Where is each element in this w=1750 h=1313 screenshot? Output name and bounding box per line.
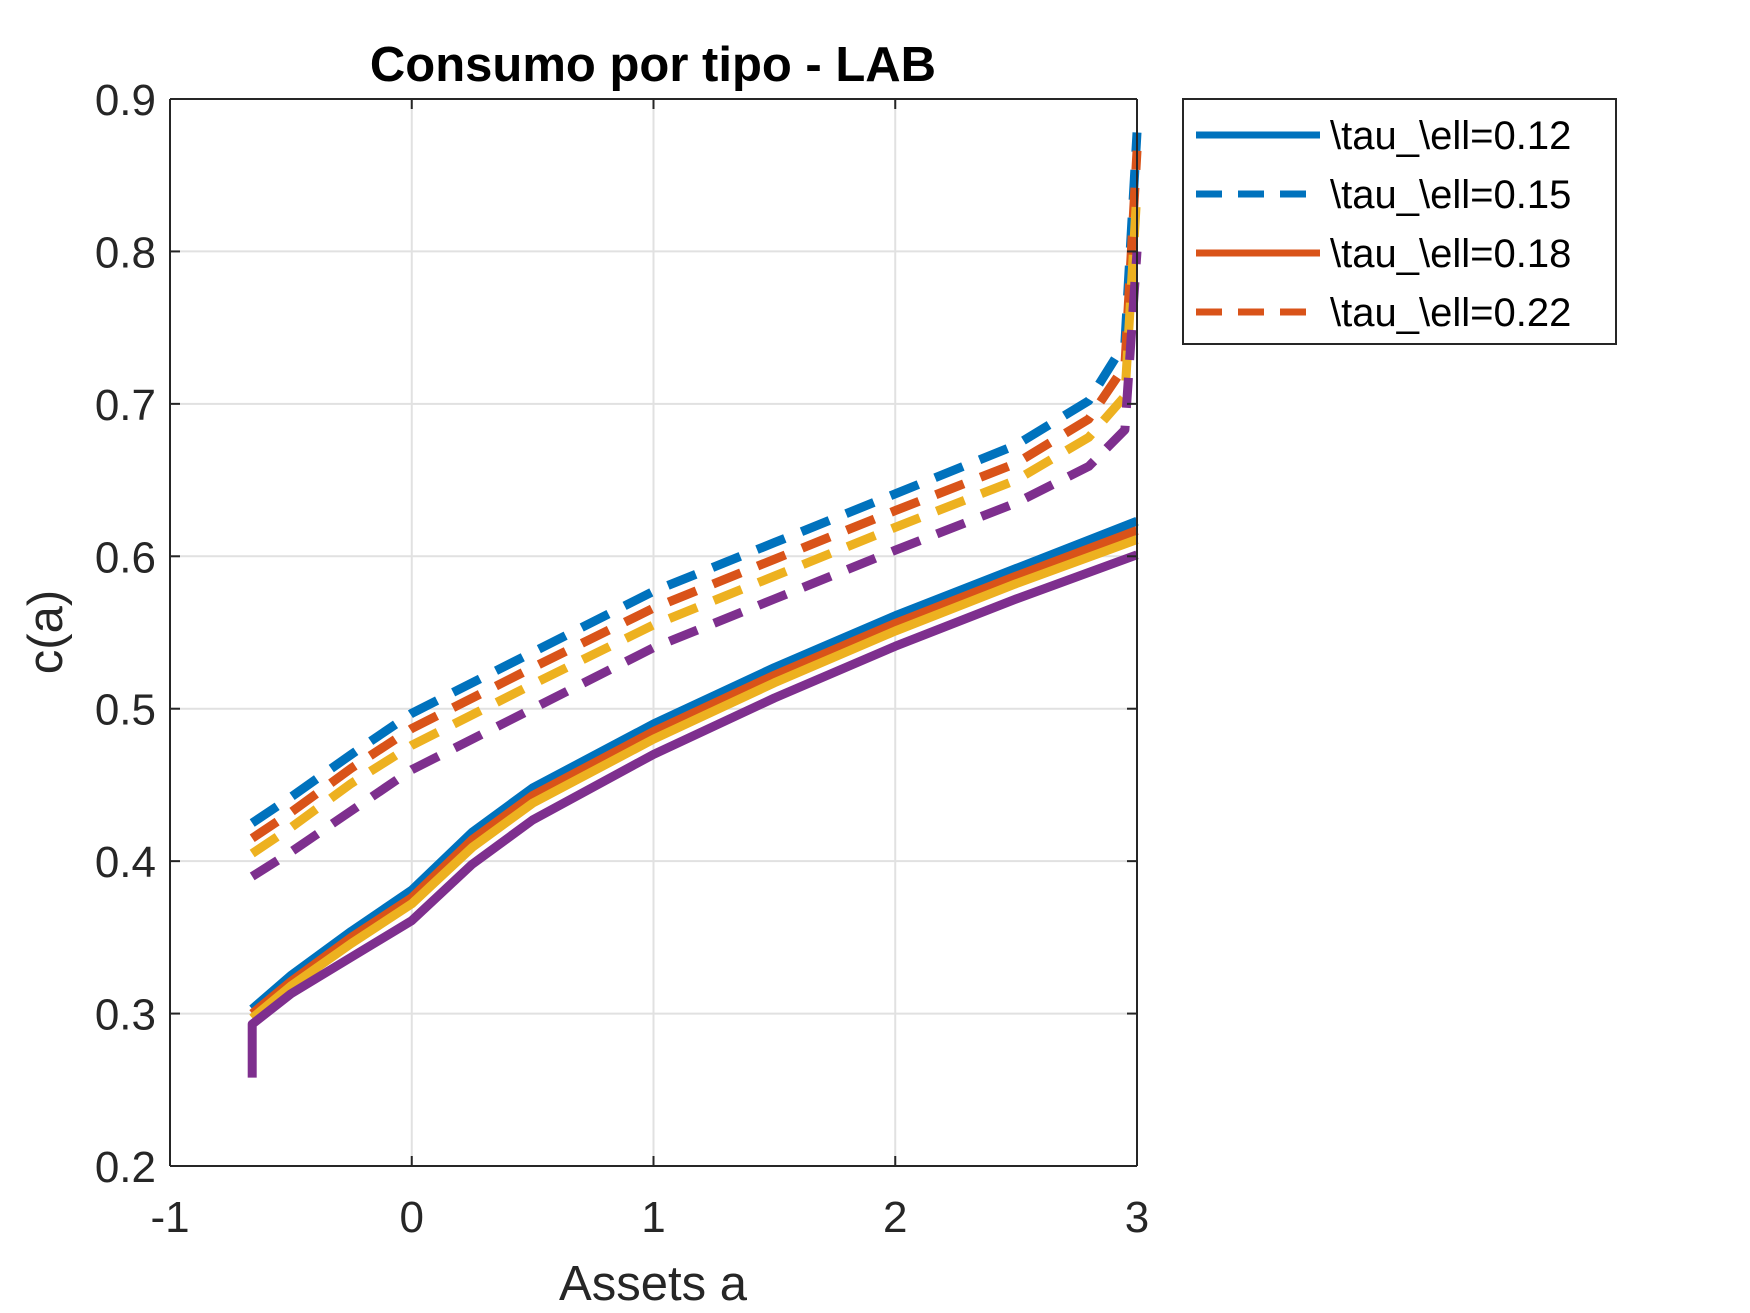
series-line-6-dashed: [249, 190, 1142, 858]
x-tick-label: -1: [150, 1193, 189, 1242]
ticks: -1 0 1 2 3 0.2 0.3 0.4 0.5 0.6 0.7 0.8 0.9: [95, 76, 1149, 1242]
x-tick-label: 0: [400, 1193, 424, 1242]
legend-box: [1182, 98, 1617, 345]
y-tick-label: 0.5: [95, 686, 156, 735]
legend-label-3: \tau_\ell=0.18: [1330, 232, 1571, 276]
x-tick-label: 2: [883, 1193, 907, 1242]
y-tick-label: 0.9: [95, 76, 156, 125]
legend-label-1: \tau_\ell=0.12: [1330, 114, 1571, 158]
series-line-3-solid: [249, 526, 1139, 1018]
y-tick-label: 0.3: [95, 991, 156, 1040]
legend-label-4: \tau_\ell=0.22: [1330, 291, 1571, 335]
series-line-2-dashed: [249, 132, 1142, 827]
series-line-4-dashed: [249, 150, 1142, 843]
y-tick-label: 0.2: [95, 1143, 156, 1192]
chart-title: Consumo por tipo - LAB: [370, 38, 936, 92]
y-axis-label: c(a): [19, 590, 73, 674]
x-tick-label: 1: [641, 1193, 665, 1242]
y-tick-label: 0.8: [95, 228, 156, 277]
y-tick-label: 0.4: [95, 838, 156, 887]
series-line-8-dashed: [249, 251, 1142, 881]
legend: \tau_\ell=0.12 \tau_\ell=0.15 \tau_\ell=0.…: [1182, 98, 1617, 345]
series-line-5-solid: [249, 535, 1139, 1022]
series-line-7-solid: [247, 550, 1139, 1078]
y-tick-label: 0.7: [95, 381, 156, 430]
series-line-1-solid: [249, 517, 1139, 1013]
legend-label-2: \tau_\ell=0.15: [1330, 173, 1571, 217]
series-layer: [247, 132, 1142, 1078]
x-tick-label: 3: [1125, 1193, 1149, 1242]
y-tick-label: 0.6: [95, 533, 156, 582]
x-axis-label: Assets a: [559, 1257, 748, 1311]
